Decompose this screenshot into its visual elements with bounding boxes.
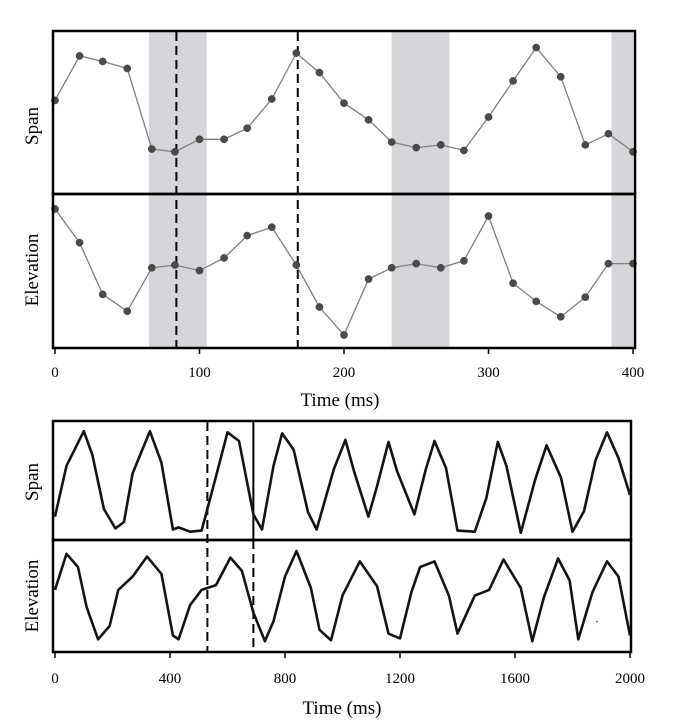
bottom-x-tick-label: 400 xyxy=(159,671,182,687)
bottom-stray-dot: • xyxy=(596,620,598,626)
bottom-chart: Span Elevation • 0 400 800 1200 1600 2000 Tim… xyxy=(22,419,645,719)
top-elevation-point xyxy=(581,293,590,302)
top-x-ticks: 0 100 200 300 400 xyxy=(51,348,644,381)
bottom-span-ylabel: Span xyxy=(22,463,43,502)
bottom-xlabel: Time (ms) xyxy=(302,698,381,719)
bottom-elevation-line xyxy=(53,549,632,643)
top-span-point xyxy=(340,99,348,108)
top-span-point xyxy=(147,145,156,153)
top-elevation-point xyxy=(171,261,179,269)
top-elevation-point xyxy=(315,303,324,311)
top-span-point xyxy=(484,113,493,121)
top-span-point xyxy=(98,57,107,66)
top-elevation-point xyxy=(75,238,84,247)
top-span-point xyxy=(436,141,445,149)
top-span-point xyxy=(123,64,132,73)
top-span-point xyxy=(195,135,204,144)
bottom-x-tick-label: 800 xyxy=(274,671,297,687)
top-elevation-point xyxy=(147,263,156,272)
top-span-point xyxy=(292,49,301,57)
top-span-point xyxy=(604,129,613,138)
bottom-x-tick-label: 1200 xyxy=(385,671,415,687)
top-x-tick-label: 300 xyxy=(477,365,500,381)
top-elevation-point xyxy=(604,259,613,268)
top-elevation-point xyxy=(123,307,132,316)
top-elevation-point xyxy=(387,263,396,272)
top-elevation-point xyxy=(556,312,565,321)
top-span-point xyxy=(556,72,565,81)
bottom-x-tick-label: 0 xyxy=(51,671,59,687)
top-elevation-point xyxy=(195,266,204,275)
top-elevation-point xyxy=(484,212,493,220)
top-time-markers xyxy=(175,32,299,347)
top-span-point xyxy=(364,115,373,124)
top-shaded-intervals xyxy=(148,32,633,347)
top-shaded-interval-1 xyxy=(148,32,207,347)
top-span-point xyxy=(509,77,517,85)
top-elevation-point xyxy=(243,231,252,240)
top-elevation-point xyxy=(267,223,276,232)
bottom-time-markers xyxy=(206,422,255,651)
top-span-point xyxy=(243,124,252,133)
top-shaded-interval-3 xyxy=(611,32,633,347)
top-elevation-point xyxy=(292,261,301,269)
top-span-point xyxy=(581,141,590,149)
top-span-point xyxy=(267,95,276,103)
top-elevation-point xyxy=(460,256,468,265)
top-span-point xyxy=(220,135,228,144)
bottom-elevation-ylabel: Elevation xyxy=(22,559,43,632)
bottom-span-line xyxy=(53,429,632,535)
top-span-point xyxy=(315,68,324,77)
bottom-series-group xyxy=(53,429,632,643)
bottom-x-ticks: 0 400 800 1200 1600 2000 xyxy=(51,652,645,687)
top-span-point xyxy=(387,138,396,146)
bottom-elevation-panel-frame xyxy=(51,538,633,654)
top-span-point xyxy=(171,147,179,156)
bottom-x-tick-label: 1600 xyxy=(500,671,530,687)
top-span-point xyxy=(75,52,84,60)
top-span-point xyxy=(460,146,468,155)
top-chart: Span Elevation 0 100 200 300 400 Time (ms) xyxy=(22,29,644,411)
top-elevation-point xyxy=(98,290,107,299)
top-x-tick-label: 0 xyxy=(51,365,59,381)
top-elevation-point xyxy=(412,259,421,268)
top-elevation-point xyxy=(509,279,517,288)
top-elevation-point xyxy=(340,331,348,339)
top-elevation-point xyxy=(532,297,541,306)
top-span-point xyxy=(532,43,541,52)
top-shaded-interval-2 xyxy=(391,32,450,347)
top-span-ylabel: Span xyxy=(22,107,43,146)
top-series-group xyxy=(51,43,637,339)
top-span-point xyxy=(412,143,421,152)
top-elevation-ylabel: Elevation xyxy=(22,233,43,306)
top-elevation-point xyxy=(436,263,445,272)
top-elevation-line xyxy=(54,208,633,337)
bottom-x-tick-label: 2000 xyxy=(615,671,645,687)
top-x-tick-label: 100 xyxy=(188,365,211,381)
top-elevation-panel-frame xyxy=(51,192,637,350)
bottom-span-panel-frame xyxy=(51,419,633,542)
top-elevation-point xyxy=(364,275,373,283)
top-xlabel: Time (ms) xyxy=(300,390,379,411)
top-x-tick-label: 200 xyxy=(333,365,356,381)
top-x-tick-label: 400 xyxy=(622,365,645,381)
top-elevation-point xyxy=(220,254,228,262)
